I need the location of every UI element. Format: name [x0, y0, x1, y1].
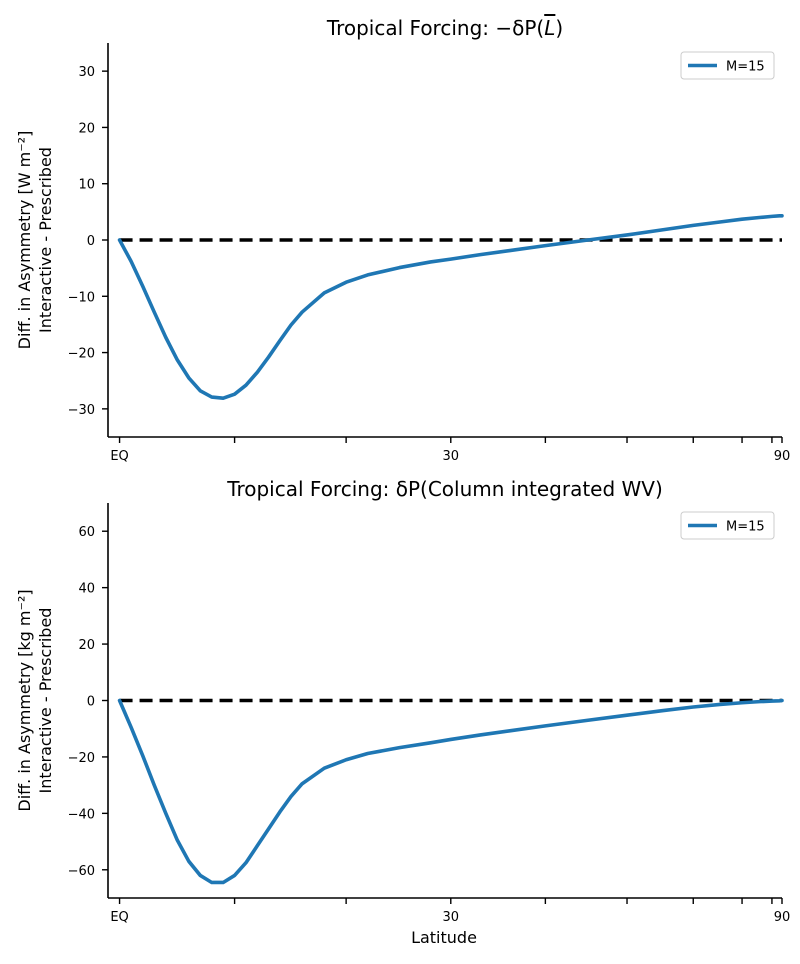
legend: M=15: [680, 51, 775, 80]
y-axis-label: Diff. in Asymmetry [kg m⁻²] Interactive -…: [15, 589, 55, 811]
y-tick-label: 10: [78, 178, 95, 193]
legend: M=15: [680, 511, 775, 540]
title-symbol: L: [544, 16, 555, 40]
y-tick-label: 20: [78, 121, 95, 136]
legend-frame: [680, 51, 775, 80]
y-tick-label: 0: [87, 234, 95, 249]
y-tick-label: −60: [68, 864, 95, 879]
y-tick-label: 20: [78, 638, 95, 653]
legend-label: M=15: [726, 60, 765, 75]
x-tick-label: 30: [443, 910, 460, 925]
y-axis-label: Diff. in Asymmetry [W m⁻²] Interactive - …: [15, 131, 55, 350]
x-tick-label: 90: [774, 449, 791, 464]
bottom-panel: Tropical Forcing: δP(Column integrated W…: [15, 477, 790, 925]
top-panel: Tropical Forcing: −δP(L) Diff. in Asymmet…: [15, 16, 790, 464]
y-tick-label: 40: [78, 582, 95, 597]
series-line: [117, 698, 784, 885]
x-axis-label: Latitude: [411, 928, 477, 947]
series-line: [117, 214, 784, 400]
x-tick-label: EQ: [110, 910, 128, 925]
y-tick-label: −30: [68, 403, 95, 418]
y-tick-label: −10: [68, 290, 95, 305]
y-axis-label-line2: Interactive - Prescribed: [36, 147, 55, 333]
x-tick-label: 90: [774, 910, 791, 925]
chart-title: Tropical Forcing: δP(Column integrated W…: [226, 477, 663, 501]
chart-title: Tropical Forcing: −δP(L): [326, 16, 563, 40]
y-tick-label: −40: [68, 807, 95, 822]
x-tick-label: 30: [443, 449, 460, 464]
x-tick-label: EQ: [110, 449, 128, 464]
y-tick-label: −20: [68, 347, 95, 362]
y-axis-label-line2: Interactive - Prescribed: [36, 608, 55, 794]
legend-label: M=15: [726, 520, 765, 535]
y-tick-label: 60: [78, 525, 95, 540]
y-tick-label: 0: [87, 695, 95, 710]
y-tick-label: −20: [68, 751, 95, 766]
legend-frame: [680, 511, 775, 540]
y-axis-label-line1: Diff. in Asymmetry [W m⁻²]: [15, 131, 34, 350]
y-tick-label: 30: [78, 65, 95, 80]
y-axis-label-line1: Diff. in Asymmetry [kg m⁻²]: [15, 589, 34, 811]
